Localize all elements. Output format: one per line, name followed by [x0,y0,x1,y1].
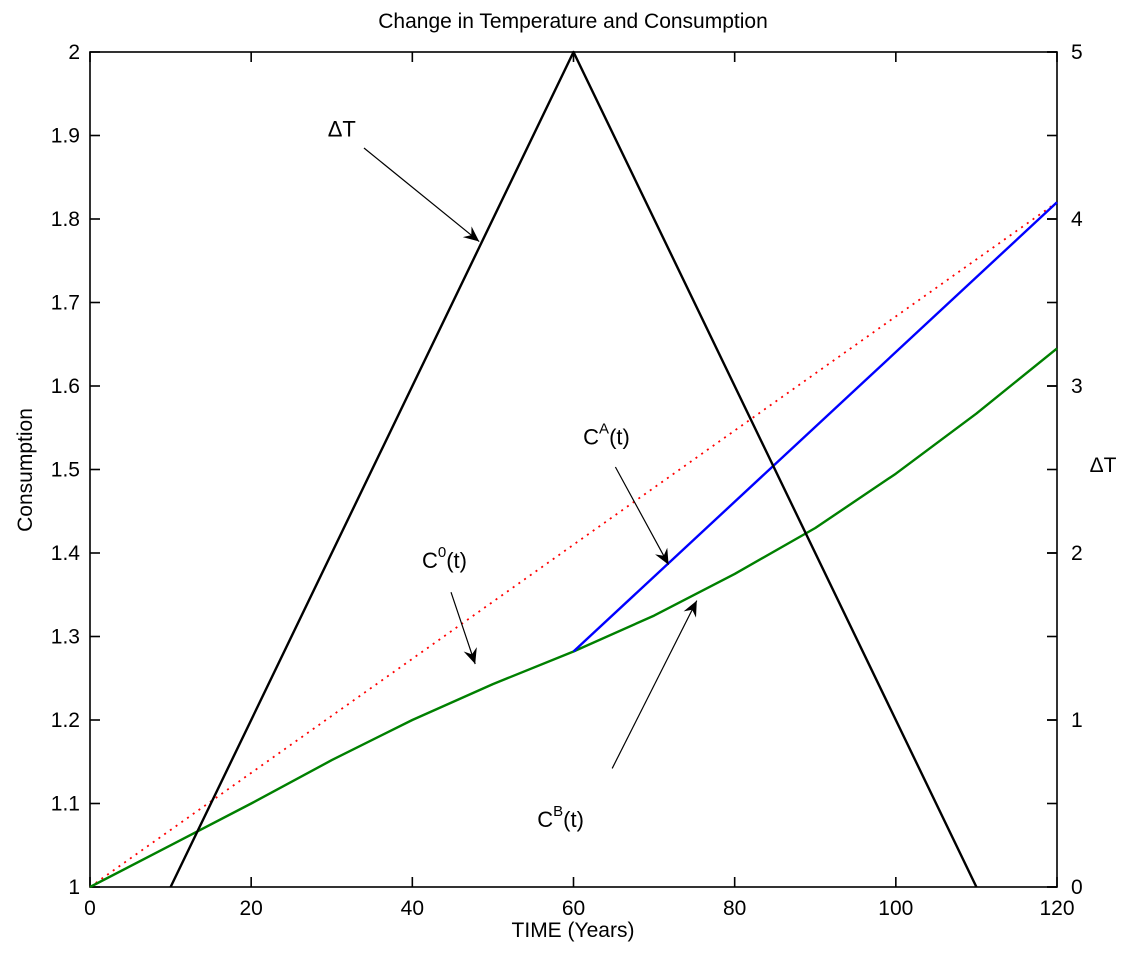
annotation-arrow [363,147,480,243]
y2-tick-label: 2 [1071,542,1083,565]
y-tick-label: 1.7 [51,292,80,315]
x-tick-label: 120 [1039,897,1074,920]
y-tick-label: 1.2 [51,709,80,732]
x-tick-label: 60 [562,897,585,920]
delta-t-line [169,50,978,888]
y-tick-label: 1.9 [51,125,80,148]
arrowhead [462,226,480,242]
y2-tick-label: 4 [1071,208,1083,231]
annotation-arrow [614,466,670,565]
y-axis-label: Consumption [14,408,37,532]
annotation-arrow [450,592,476,665]
arrowhead [463,647,477,665]
annotation-layer: ΔT C0(t) CA(t) CB(t) [328,116,698,832]
y-axis-right: 0 1 2 3 4 5 [1047,41,1083,899]
y-tick-label: 1.1 [51,793,80,816]
y-tick-label: 1.4 [51,542,81,565]
y2-tick-label: 1 [1071,709,1083,732]
plot-frame [89,51,1058,888]
annotation-delta-t: ΔT [328,116,480,243]
y2-tick-label: 0 [1071,876,1083,899]
x-axis: 0 20 40 60 80 100 120 [84,52,1075,920]
y-tick-label: 1 [68,876,80,899]
c0-line [89,201,1058,888]
ca-line [572,201,1058,653]
y-tick-label: 1.6 [51,375,80,398]
x-tick-label: 80 [723,897,746,920]
annotation-c0: C0(t) [422,544,477,665]
y-axis-left: 1 1.1 1.2 1.3 1.4 1.5 1.6 1.7 1.8 1.9 2 [51,41,100,899]
y2-tick-label: 5 [1071,41,1083,64]
y2-axis-label: ΔT [1090,454,1117,477]
y-tick-label: 1.5 [51,459,80,482]
annotation-label: CA(t) [583,420,630,449]
annotation-cb: CB(t) [537,600,698,832]
y-tick-label: 1.3 [51,626,80,649]
y2-tick-label: 3 [1071,375,1083,398]
x-tick-label: 20 [239,897,262,920]
annotation-label: CB(t) [537,803,584,832]
x-axis-label: TIME (Years) [512,919,635,942]
arrowhead [683,600,697,618]
chart-title: Change in Temperature and Consumption [378,10,768,33]
annotation-arrow [611,600,698,769]
arrowhead [655,547,669,565]
y-tick-label: 1.8 [51,208,80,231]
annotation-label: ΔT [328,116,356,141]
x-tick-label: 100 [878,897,913,920]
annotation-label: C0(t) [422,544,467,573]
x-tick-label: 0 [84,897,96,920]
annotation-ca: CA(t) [583,420,670,565]
y-tick-label: 2 [68,41,80,64]
x-tick-label: 40 [401,897,424,920]
series-layer [89,50,1058,889]
